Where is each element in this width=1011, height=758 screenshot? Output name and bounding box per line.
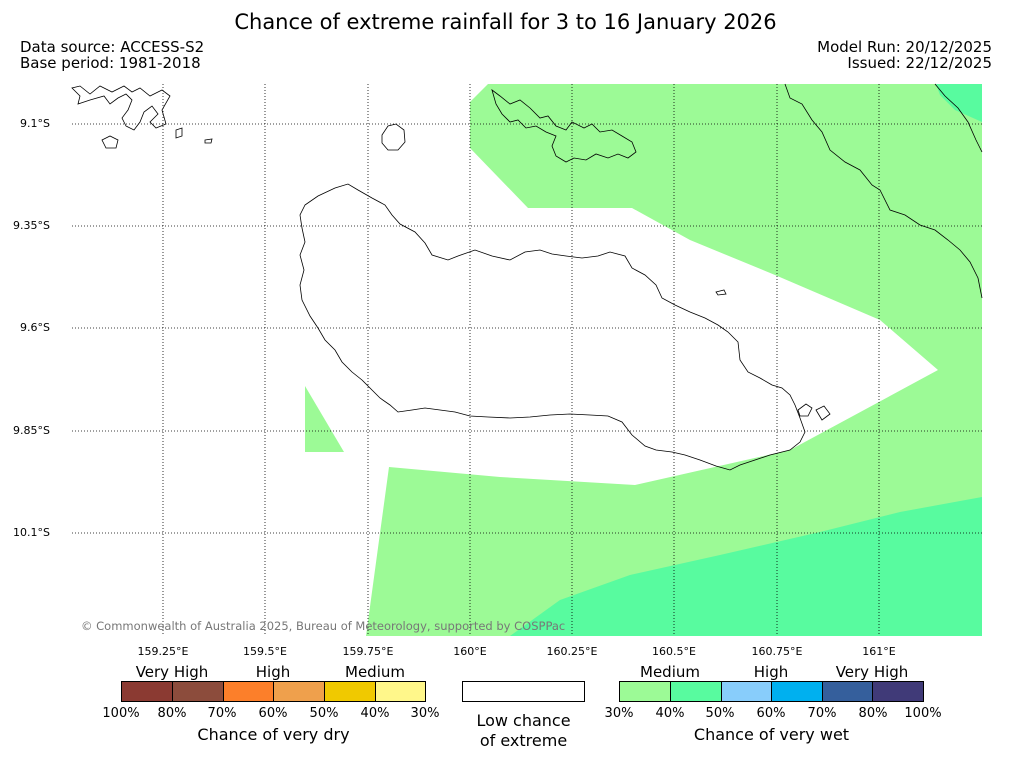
- map-title: Chance of extreme rainfall for 3 to 16 J…: [234, 10, 777, 34]
- wet-tick-label: 100%: [904, 706, 942, 721]
- dry-tick-label: 50%: [309, 706, 339, 721]
- islet-outline: [175, 127, 183, 139]
- wet-category-label: High: [753, 663, 789, 681]
- high-chance-region: [510, 84, 982, 636]
- dry-color-swatch: [121, 681, 173, 702]
- low-chance-swatch: [462, 681, 585, 702]
- lon-label: 159.5°E: [243, 645, 287, 658]
- dry-tick-label: 60%: [258, 706, 288, 721]
- wet-color-swatch: [721, 681, 773, 702]
- data-source-label: Data source: ACCESS-S2: [20, 38, 205, 56]
- coastline-outlines: [71, 83, 983, 471]
- dry-category-label: High: [255, 663, 291, 681]
- wet-tick-label: 80%: [858, 706, 888, 721]
- medium-chance-region: [305, 84, 982, 636]
- lon-label: 160°E: [453, 645, 487, 658]
- islet-outline: [797, 403, 813, 417]
- dry-color-swatch: [223, 681, 275, 702]
- dry-category-label: Very High: [135, 663, 209, 681]
- dry-tick-label: 80%: [157, 706, 187, 721]
- islet-outline: [715, 289, 727, 296]
- wet-category-label: Medium: [640, 663, 700, 681]
- dry-color-swatch: [324, 681, 376, 702]
- issued-label: Issued: 22/12/2025: [847, 54, 992, 72]
- lat-label: 9.35°S: [13, 219, 50, 232]
- neutral-legend-caption-line2: of extreme: [479, 731, 568, 750]
- wet-color-swatch: [771, 681, 823, 702]
- wet-color-swatch: [872, 681, 924, 702]
- savo-island-outline: [381, 123, 406, 151]
- dry-color-swatch: [172, 681, 224, 702]
- dry-color-swatch: [273, 681, 325, 702]
- dry-legend-caption: Chance of very dry: [197, 725, 350, 744]
- lat-label: 9.85°S: [13, 424, 50, 437]
- dry-tick-label: 40%: [360, 706, 390, 721]
- lon-label: 159.25°E: [137, 645, 189, 658]
- islet-outline: [815, 405, 831, 421]
- wet-tick-label: 40%: [655, 706, 685, 721]
- wet-tick-label: 50%: [705, 706, 735, 721]
- wet-legend-caption: Chance of very wet: [693, 725, 850, 744]
- lon-label: 160.5°E: [652, 645, 696, 658]
- islet-outline: [101, 135, 119, 149]
- dry-tick-label: 30%: [410, 706, 440, 721]
- lon-label: 159.75°E: [342, 645, 394, 658]
- lat-lon-grid: [72, 84, 982, 636]
- guadalcanal-coastline: [299, 183, 806, 471]
- lat-label: 10.1°S: [13, 526, 50, 539]
- neutral-legend-caption-line1: Low chance: [476, 711, 571, 730]
- russell-islands-outline: [71, 85, 171, 131]
- islet-outline: [204, 138, 213, 144]
- wet-category-label: Very High: [835, 663, 909, 681]
- wet-color-swatch: [670, 681, 722, 702]
- wet-tick-label: 30%: [604, 706, 634, 721]
- florida-islands-outline: [491, 88, 637, 163]
- model-run-label: Model Run: 20/12/2025: [817, 38, 992, 56]
- wet-tick-label: 60%: [756, 706, 786, 721]
- malaita-coastline: [784, 83, 983, 299]
- base-period-label: Base period: 1981-2018: [20, 54, 201, 72]
- lat-label: 9.6°S: [20, 321, 50, 334]
- lon-label: 161°E: [862, 645, 896, 658]
- malaita-north-coastline: [934, 83, 983, 153]
- wet-color-swatch: [822, 681, 874, 702]
- wet-color-swatch: [619, 681, 671, 702]
- wet-tick-label: 70%: [807, 706, 837, 721]
- dry-tick-label: 70%: [207, 706, 237, 721]
- dry-color-swatch: [375, 681, 426, 702]
- dry-category-label: Medium: [345, 663, 405, 681]
- lon-label: 160.25°E: [546, 645, 598, 658]
- dry-tick-label: 100%: [102, 706, 140, 721]
- lat-label: 9.1°S: [20, 117, 50, 130]
- lon-label: 160.75°E: [751, 645, 803, 658]
- copyright-notice: © Commonwealth of Australia 2025, Bureau…: [81, 619, 566, 633]
